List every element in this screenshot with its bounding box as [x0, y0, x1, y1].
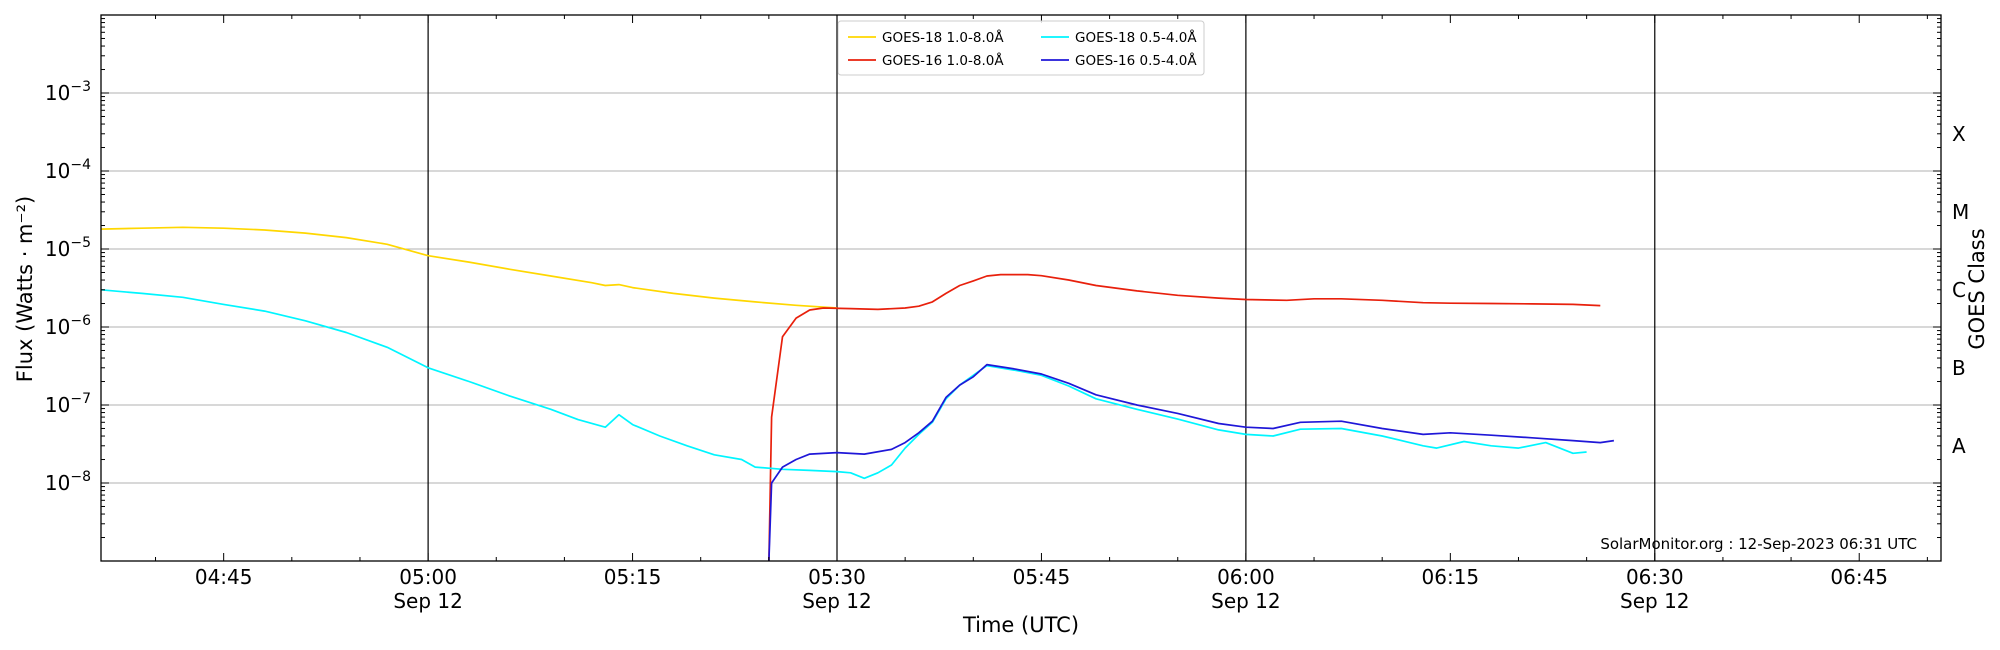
- legend-entry-label: GOES-16 1.0-8.0Å: [882, 52, 1004, 69]
- goes-class-labels: A B C M X: [1952, 122, 1969, 458]
- goes-class-label: B: [1952, 356, 1966, 380]
- x-tick-label: 05:15: [604, 565, 662, 589]
- x-tick-date-label: Sep 12: [802, 589, 872, 613]
- y-tick-label: 10−5: [45, 235, 91, 261]
- goes-class-label: M: [1952, 200, 1969, 224]
- legend-entry-label: GOES-18 0.5-4.0Å: [1075, 29, 1197, 46]
- y-tick-label: 10−6: [45, 313, 91, 339]
- legend-box: [837, 20, 1205, 76]
- grid-layer: [101, 92, 1941, 484]
- plot-frame: [100, 14, 1942, 562]
- y-tick-labels: 10−8 10−7 10−6 10−5 10−4 10−3: [45, 79, 91, 495]
- x-tick-label: 05:30: [808, 565, 866, 589]
- x-tick-date-label: Sep 12: [1620, 589, 1690, 613]
- x-tick-label: 05:45: [1013, 565, 1071, 589]
- y-tick-label: 10−3: [45, 79, 91, 105]
- goes-class-label: A: [1952, 434, 1966, 458]
- x-tick-label: 06:30: [1626, 565, 1684, 589]
- x-tick-label: 06:00: [1217, 565, 1275, 589]
- series-line: [768, 363, 1615, 561]
- legend-entry-label: GOES-18 1.0-8.0Å: [882, 29, 1004, 46]
- x-tick-label: 06:15: [1422, 565, 1480, 589]
- right-axis-title: GOES Class: [1965, 228, 1989, 349]
- x-tick-label: 05:00: [399, 565, 457, 589]
- series-line: [101, 226, 838, 309]
- series-line: [768, 273, 1601, 561]
- x-tick-label: 06:45: [1830, 565, 1888, 589]
- credit-text: SolarMonitor.org : 12-Sep-2023 06:31 UTC: [1600, 535, 1917, 553]
- legend: GOES-18 1.0-8.0Å GOES-16 1.0-8.0Å GOES-18 …: [837, 20, 1205, 76]
- x-tick-date-label: Sep 12: [1211, 589, 1281, 613]
- y-tick-label: 10−8: [45, 469, 91, 495]
- x-tick-date-label: Sep 12: [393, 589, 463, 613]
- series-layer: [101, 226, 1615, 561]
- vertical-lines-layer: [427, 15, 1656, 561]
- goes-class-label: X: [1952, 122, 1966, 146]
- legend-entry-label: GOES-16 0.5-4.0Å: [1075, 52, 1197, 69]
- ticks-layer: [101, 15, 1941, 562]
- y-tick-label: 10−7: [45, 391, 91, 417]
- y-axis-title-text: Flux (Watts · m⁻²): [13, 196, 37, 382]
- goes-class-label: C: [1952, 278, 1966, 302]
- series-line: [101, 288, 1587, 480]
- x-tick-label: 04:45: [195, 565, 253, 589]
- x-axis-title: Time (UTC): [962, 613, 1079, 637]
- y-tick-label: 10−4: [45, 157, 91, 183]
- y-axis-title: Flux (Watts · m⁻²): [13, 196, 37, 382]
